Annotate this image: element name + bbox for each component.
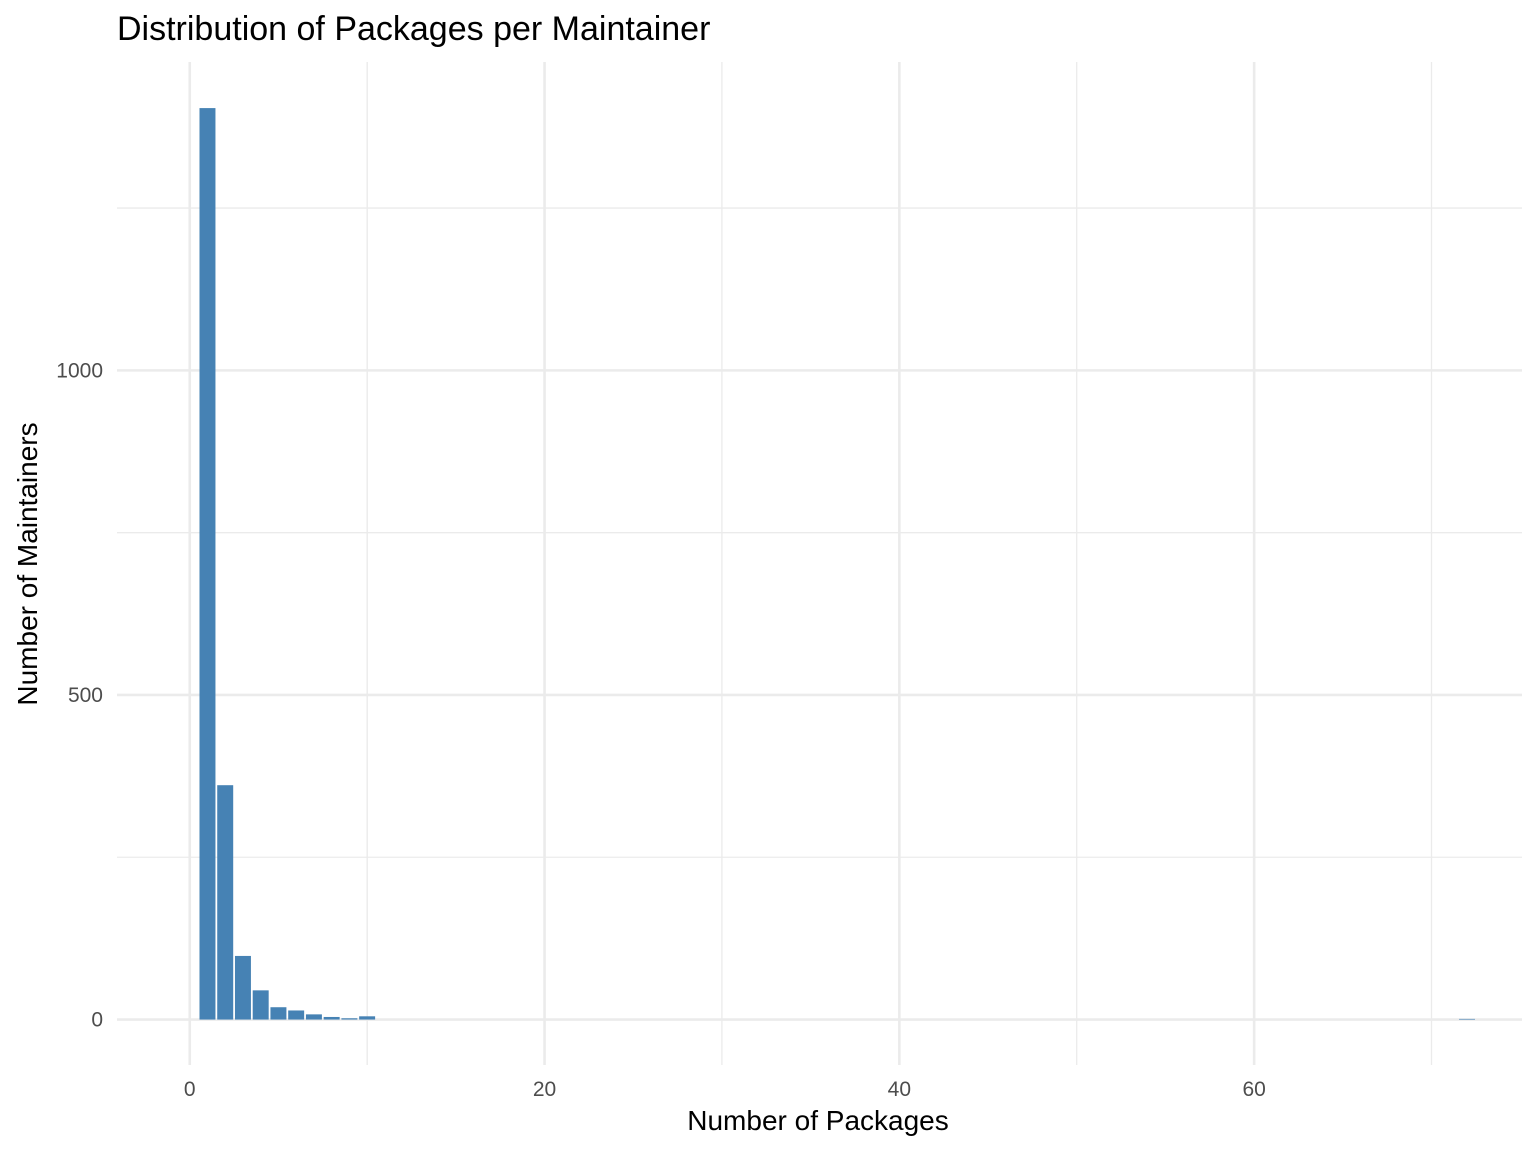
chart-title: Distribution of Packages per Maintainer — [117, 10, 710, 48]
x-tick-label: 60 — [1242, 1078, 1265, 1101]
histogram-bar — [217, 785, 234, 1020]
x-tick-label: 0 — [184, 1078, 196, 1101]
histogram-bar — [305, 1014, 322, 1020]
y-axis-title: Number of Maintainers — [12, 422, 43, 705]
histogram-bar — [199, 108, 216, 1020]
histogram-bar — [270, 1007, 287, 1020]
y-tick-label: 0 — [91, 1009, 103, 1032]
grid — [117, 62, 1522, 1065]
bars — [199, 108, 1475, 1020]
x-tick-labels: 0 20 40 60 — [184, 1078, 1266, 1101]
y-tick-labels: 0 500 1000 — [56, 359, 103, 1031]
histogram-bar — [359, 1016, 376, 1020]
histogram-bar — [1459, 1018, 1475, 1020]
histogram-bar — [252, 990, 269, 1020]
x-axis-title: Number of Packages — [687, 1105, 948, 1136]
y-tick-label: 1000 — [56, 359, 103, 382]
histogram-bar — [341, 1018, 358, 1020]
histogram-bar — [323, 1016, 340, 1020]
x-tick-label: 20 — [533, 1078, 556, 1101]
histogram-bar — [234, 955, 251, 1020]
histogram-bar — [288, 1010, 305, 1020]
y-tick-label: 500 — [68, 684, 103, 707]
x-tick-label: 40 — [888, 1078, 911, 1101]
